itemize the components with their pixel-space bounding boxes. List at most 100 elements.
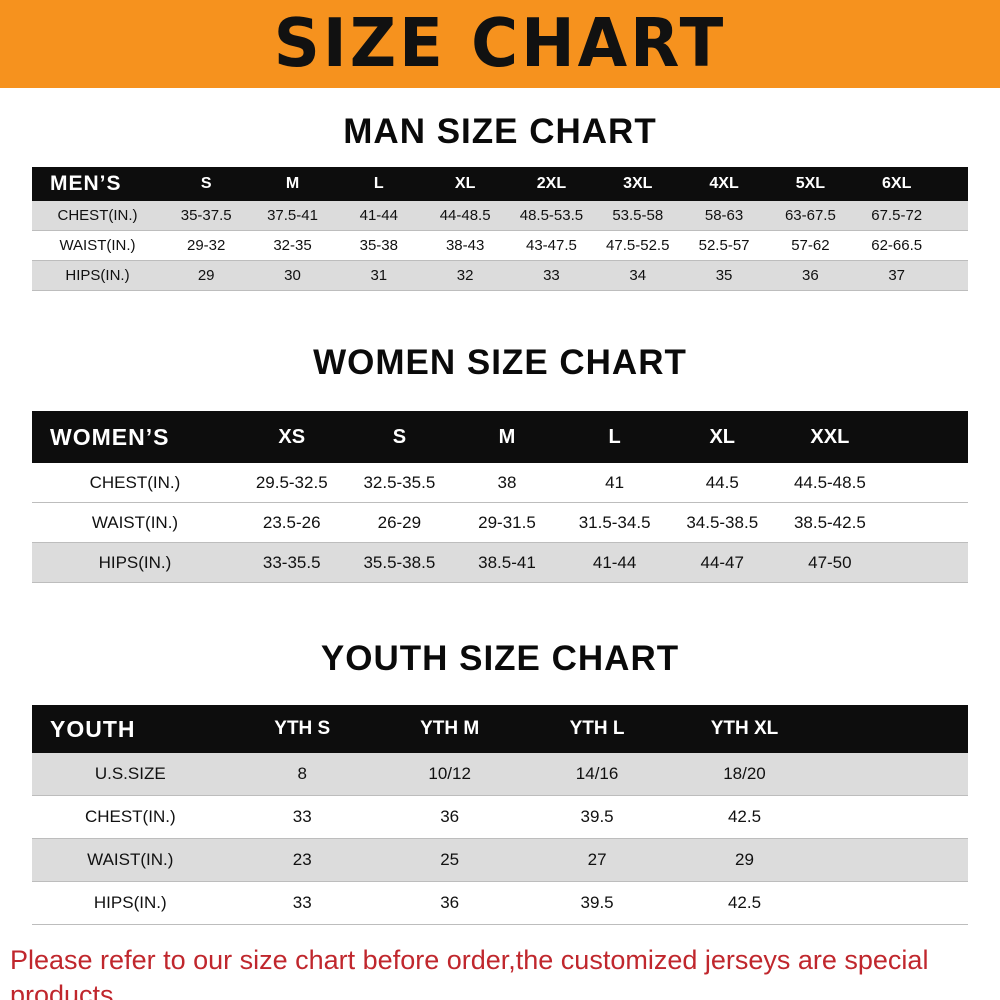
table-cell: 10/12 [375, 753, 524, 796]
table-cell: 44.5 [668, 463, 777, 503]
table-cell: 30 [249, 260, 336, 291]
table-cell: 52.5-57 [680, 230, 768, 261]
table-cell: 44-48.5 [421, 201, 509, 231]
table-cell: 47.5-52.5 [594, 230, 681, 261]
header-filler [883, 411, 968, 463]
table-cell: 44.5-48.5 [776, 463, 884, 503]
order-policy-note: Please refer to our size chart before or… [0, 943, 1000, 1000]
row-label: HIPS(IN.) [32, 542, 238, 583]
man-size-chart-heading: MAN SIZE CHART [343, 112, 657, 151]
youth-size-table-container: YOUTH YTH S YTH M YTH L YTH XL U.S.SIZE 8 10/12… [32, 705, 968, 925]
table-cell: 67.5-72 [853, 201, 940, 231]
row-label: WAIST(IN.) [32, 838, 229, 882]
table-cell: 29 [163, 260, 250, 291]
row-label: CHEST(IN.) [32, 201, 164, 231]
table-cell: 23.5-26 [237, 502, 346, 543]
table-row: CHEST(IN.) 29.5-32.5 32.5-35.5 38 41 44.5 44.5… [32, 463, 968, 503]
table-cell: 35.5-38.5 [345, 542, 454, 583]
table-cell: 63-67.5 [767, 201, 854, 231]
size-column-header: S [163, 167, 250, 201]
header-filler [939, 167, 968, 201]
size-column-header: YTH XL [670, 705, 819, 753]
table-header-row: YOUTH YTH S YTH M YTH L YTH XL [32, 705, 968, 753]
table-cell: 43-47.5 [508, 230, 595, 261]
row-label: CHEST(IN.) [32, 795, 229, 839]
table-cell: 34 [594, 260, 681, 291]
table-cell: 36 [375, 795, 524, 839]
size-column-header: L [335, 167, 422, 201]
table-row: HIPS(IN.) 33 36 39.5 42.5 [32, 881, 968, 925]
table-title: WOMEN’S [32, 411, 238, 463]
table-cell: 27 [523, 838, 671, 882]
size-column-header: M [249, 167, 336, 201]
row-filler [939, 260, 968, 291]
table-cell: 31 [335, 260, 422, 291]
table-row: WAIST(IN.) 23.5-26 26-29 29-31.5 31.5-34.5 34… [32, 502, 968, 543]
table-cell: 29.5-32.5 [237, 463, 346, 503]
table-cell: 35 [680, 260, 768, 291]
youth-size-table: YOUTH YTH S YTH M YTH L YTH XL U.S.SIZE 8 10/12… [32, 705, 968, 925]
table-cell: 44-47 [668, 542, 777, 583]
table-cell: 32-35 [249, 230, 336, 261]
table-cell: 38.5-41 [453, 542, 561, 583]
table-row: U.S.SIZE 8 10/12 14/16 18/20 [32, 753, 968, 796]
size-column-header: 2XL [508, 167, 595, 201]
size-column-header: YTH M [375, 705, 524, 753]
table-cell: 35-38 [335, 230, 422, 261]
table-cell: 32.5-35.5 [345, 463, 454, 503]
womens-size-table-container: WOMEN’S XS S M L XL XXL CHEST(IN.) 29.5-32.5 32.5… [32, 411, 968, 583]
header-filler [818, 705, 968, 753]
row-label: HIPS(IN.) [32, 881, 229, 925]
table-cell: 29 [670, 838, 819, 882]
size-column-header: 3XL [594, 167, 681, 201]
size-column-header: YTH L [523, 705, 671, 753]
table-cell: 37 [853, 260, 940, 291]
table-cell: 38.5-42.5 [776, 502, 884, 543]
row-label: WAIST(IN.) [32, 502, 238, 543]
table-row: CHEST(IN.) 35-37.5 37.5-41 41-44 44-48.5 48.5… [32, 201, 968, 231]
table-cell: 47-50 [776, 542, 884, 583]
table-header-row: WOMEN’S XS S M L XL XXL [32, 411, 968, 463]
table-row: HIPS(IN.) 29 30 31 32 33 34 35 36 37 [32, 260, 968, 291]
table-cell: 53.5-58 [594, 201, 681, 231]
table-cell: 36 [375, 881, 524, 925]
womens-size-table: WOMEN’S XS S M L XL XXL CHEST(IN.) 29.5-32.5 32.5… [32, 411, 968, 583]
table-row: WAIST(IN.) 29-32 32-35 35-38 38-43 43-47.5 47.… [32, 230, 968, 261]
size-column-header: S [345, 411, 454, 463]
table-row: HIPS(IN.) 33-35.5 35.5-38.5 38.5-41 41-44 44-… [32, 542, 968, 583]
table-cell: 33 [228, 795, 376, 839]
size-column-header: 5XL [767, 167, 854, 201]
size-column-header: 6XL [853, 167, 940, 201]
table-cell: 36 [767, 260, 854, 291]
youth-size-chart-heading: YOUTH SIZE CHART [320, 639, 680, 678]
table-cell: 38-43 [421, 230, 509, 261]
row-filler [883, 502, 968, 543]
table-title: YOUTH [32, 705, 229, 753]
table-cell: 29-32 [163, 230, 250, 261]
table-cell: 41-44 [560, 542, 669, 583]
row-label: HIPS(IN.) [32, 260, 164, 291]
row-filler [883, 542, 968, 583]
size-column-header: XL [668, 411, 777, 463]
table-cell: 33 [508, 260, 595, 291]
mens-size-table-container: MEN’S S M L XL 2XL 3XL 4XL 5XL 6XL CHEST(IN.) 35-37… [32, 167, 968, 291]
table-cell: 38 [453, 463, 561, 503]
size-column-header: YTH S [228, 705, 376, 753]
table-cell: 32 [421, 260, 509, 291]
table-cell: 62-66.5 [853, 230, 940, 261]
row-filler [939, 230, 968, 261]
size-chart-banner: SIZE CHART [0, 0, 1000, 88]
size-column-header: 4XL [680, 167, 768, 201]
row-filler [818, 881, 968, 925]
row-filler [818, 795, 968, 839]
table-cell: 8 [228, 753, 376, 796]
table-cell: 37.5-41 [249, 201, 336, 231]
table-cell: 42.5 [670, 795, 819, 839]
row-filler [818, 838, 968, 882]
table-cell: 25 [375, 838, 524, 882]
row-label: CHEST(IN.) [32, 463, 238, 503]
row-filler [883, 463, 968, 503]
page-title: SIZE CHART [273, 5, 727, 83]
table-cell: 34.5-38.5 [668, 502, 777, 543]
table-cell: 33-35.5 [237, 542, 346, 583]
